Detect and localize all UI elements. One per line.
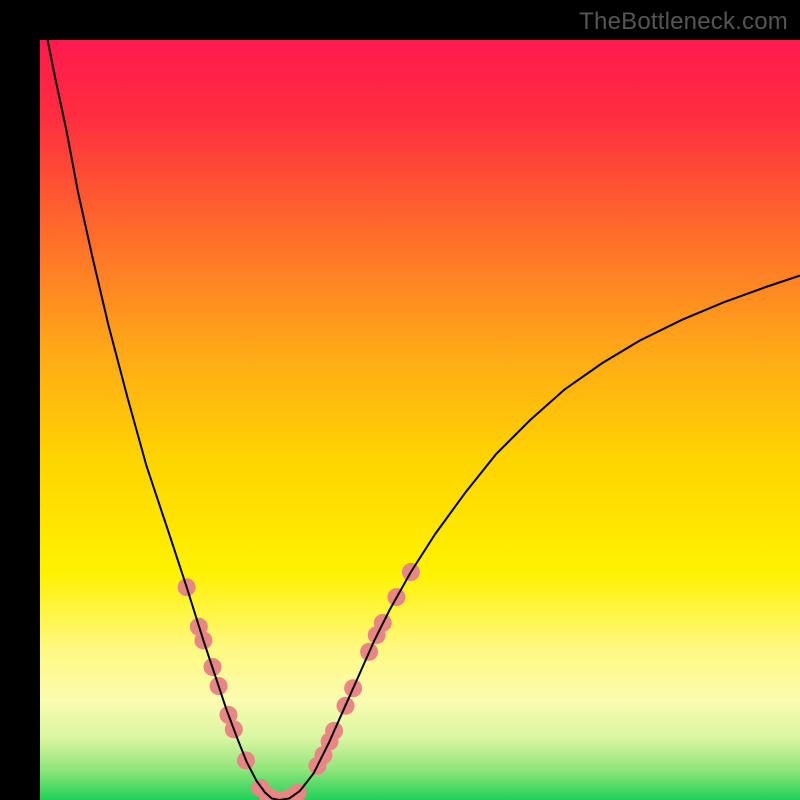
- plot-area: [40, 40, 800, 800]
- watermark-text: TheBottleneck.com: [579, 8, 788, 36]
- chart-svg: [40, 40, 800, 800]
- gradient-background: [40, 40, 800, 800]
